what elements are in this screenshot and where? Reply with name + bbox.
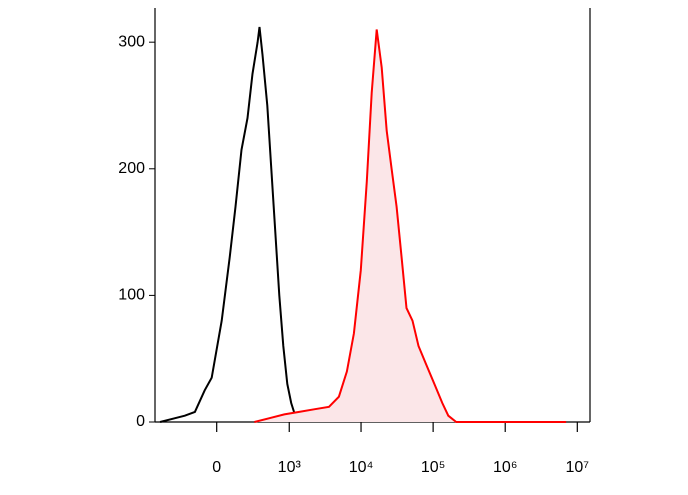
y-tick-label: 200	[118, 160, 145, 177]
x-tick-label: 10⁶	[493, 459, 517, 476]
x-tick-label: 0	[212, 459, 221, 476]
x-tick-label: 10⁵	[421, 459, 445, 476]
x-tick-label: 10⁷	[566, 459, 590, 476]
histogram-line	[159, 26, 301, 423]
y-tick-label: 100	[118, 287, 145, 304]
histogram-line	[254, 29, 567, 423]
y-tick-label: 300	[118, 33, 145, 50]
x-tick-label: 10⁴	[349, 459, 374, 476]
x-tick-label: 10³	[278, 459, 302, 476]
y-tick-label: 0	[136, 413, 145, 430]
histogram-fill	[254, 29, 567, 422]
